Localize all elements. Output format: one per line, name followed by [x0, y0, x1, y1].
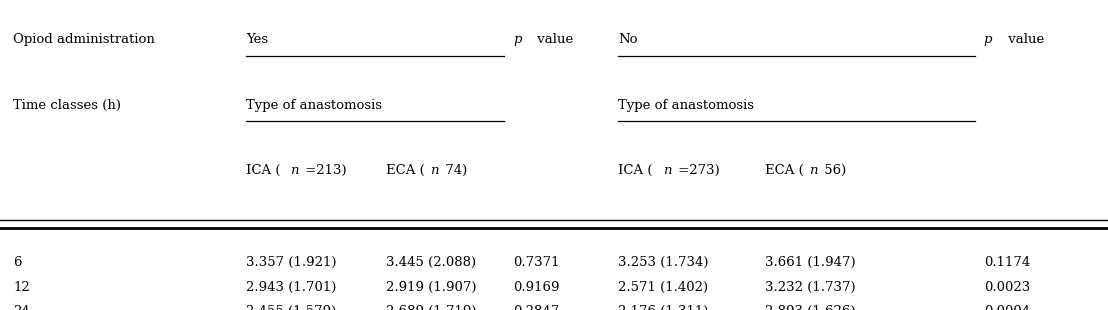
Text: Type of anastomosis: Type of anastomosis	[246, 99, 382, 112]
Text: ECA (: ECA (	[765, 164, 803, 177]
Text: n: n	[663, 164, 671, 177]
Text: 2.943 (1.701): 2.943 (1.701)	[246, 281, 337, 294]
Text: Opiod administration: Opiod administration	[13, 33, 155, 46]
Text: 0.9169: 0.9169	[513, 281, 560, 294]
Text: Time classes (h): Time classes (h)	[13, 99, 121, 112]
Text: ECA (: ECA (	[386, 164, 424, 177]
Text: 0.0004: 0.0004	[984, 305, 1030, 310]
Text: Yes: Yes	[246, 33, 268, 46]
Text: 74): 74)	[441, 164, 468, 177]
Text: 2.919 (1.907): 2.919 (1.907)	[386, 281, 476, 294]
Text: 12: 12	[13, 281, 30, 294]
Text: 3.232 (1.737): 3.232 (1.737)	[765, 281, 855, 294]
Text: value: value	[1004, 33, 1044, 46]
Text: ICA (: ICA (	[618, 164, 653, 177]
Text: Type of anastomosis: Type of anastomosis	[618, 99, 755, 112]
Text: 0.2847: 0.2847	[513, 305, 560, 310]
Text: 3.661 (1.947): 3.661 (1.947)	[765, 256, 855, 269]
Text: 2.176 (1.311): 2.176 (1.311)	[618, 305, 709, 310]
Text: 2.455 (1.579): 2.455 (1.579)	[246, 305, 336, 310]
Text: No: No	[618, 33, 638, 46]
Text: 3.445 (2.088): 3.445 (2.088)	[386, 256, 475, 269]
Text: n: n	[430, 164, 439, 177]
Text: 2.571 (1.402): 2.571 (1.402)	[618, 281, 708, 294]
Text: =213): =213)	[301, 164, 347, 177]
Text: 2.689 (1.719): 2.689 (1.719)	[386, 305, 476, 310]
Text: 2.893 (1.626): 2.893 (1.626)	[765, 305, 855, 310]
Text: 0.7371: 0.7371	[513, 256, 560, 269]
Text: 0.1174: 0.1174	[984, 256, 1030, 269]
Text: 6: 6	[13, 256, 22, 269]
Text: 24: 24	[13, 305, 30, 310]
Text: ICA (: ICA (	[246, 164, 280, 177]
Text: n: n	[809, 164, 818, 177]
Text: 3.253 (1.734): 3.253 (1.734)	[618, 256, 709, 269]
Text: 3.357 (1.921): 3.357 (1.921)	[246, 256, 337, 269]
Text: 56): 56)	[820, 164, 847, 177]
Text: 0.0023: 0.0023	[984, 281, 1030, 294]
Text: =273): =273)	[674, 164, 719, 177]
Text: value: value	[533, 33, 573, 46]
Text: p: p	[984, 33, 993, 46]
Text: p: p	[513, 33, 522, 46]
Text: n: n	[290, 164, 299, 177]
